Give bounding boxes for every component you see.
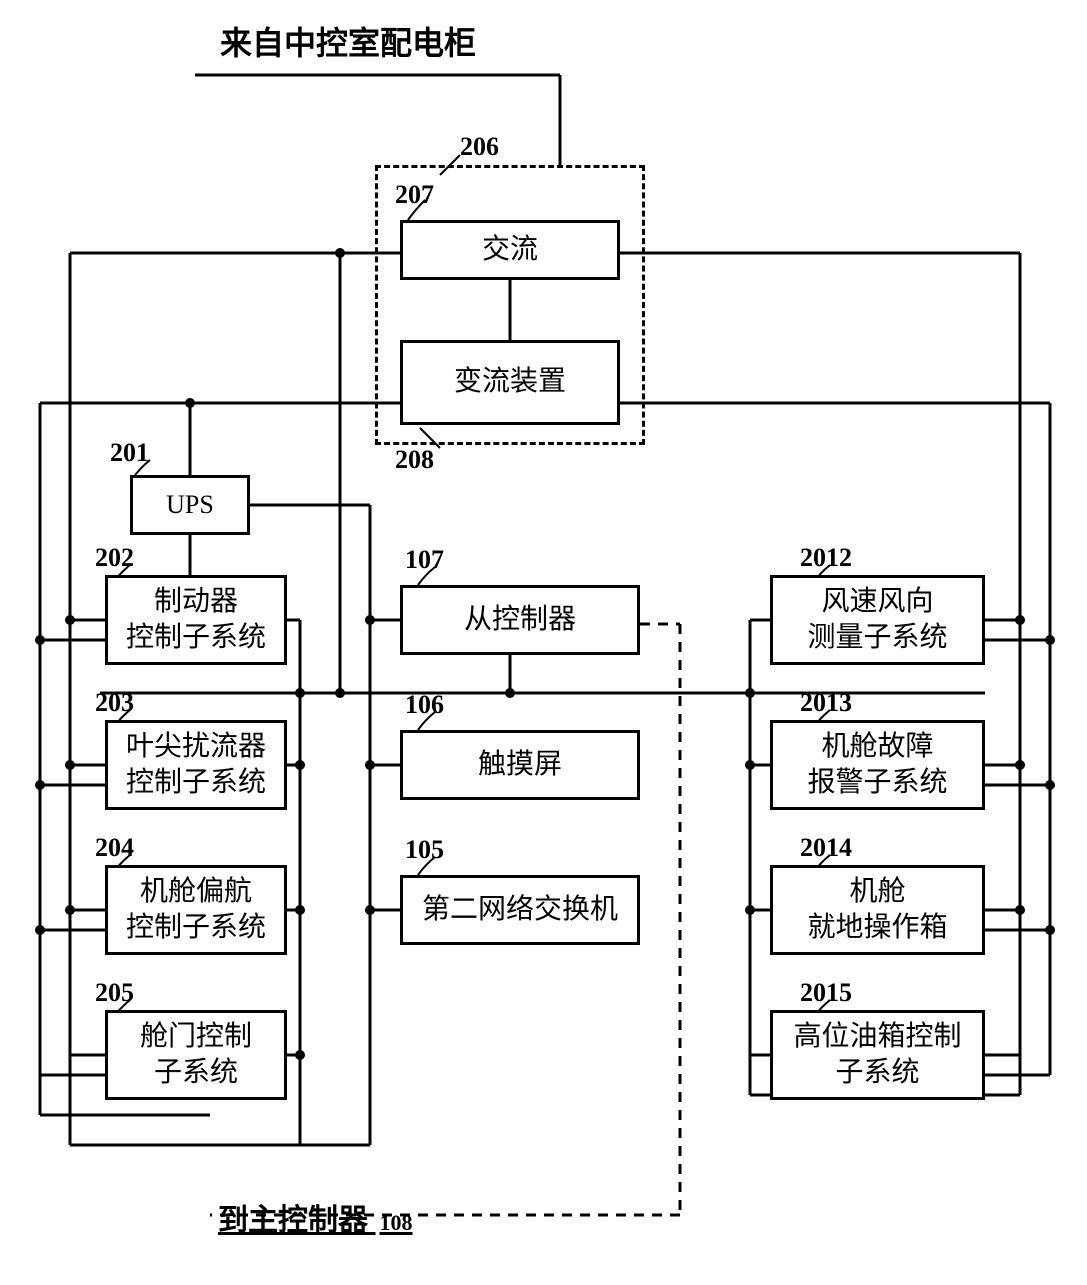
box-201-text: UPS <box>166 488 214 522</box>
ref-208: 208 <box>395 445 434 475</box>
footer-label: 到主控制器 <box>218 1204 368 1237</box>
ref-2015: 2015 <box>800 978 852 1008</box>
box-207-ac: 交流 <box>400 220 620 280</box>
title-text: 来自中控室配电柜 <box>220 18 476 64</box>
box-2015-text: 高位油箱控制 子系统 <box>793 1019 961 1092</box>
ref-2012: 2012 <box>800 543 852 573</box>
box-2013-text: 机舱故障 报警子系统 <box>807 729 947 802</box>
footer-text: 到主控制器 108 <box>218 1195 413 1239</box>
box-203: 叶尖扰流器 控制子系统 <box>105 720 287 810</box>
ref-204: 204 <box>95 833 134 863</box>
ref-2014: 2014 <box>800 833 852 863</box>
ref-105: 105 <box>405 835 444 865</box>
box-2015: 高位油箱控制 子系统 <box>770 1010 985 1100</box>
box-205-text: 舱门控制 子系统 <box>140 1019 252 1092</box>
box-105-text: 第二网络交换机 <box>422 892 618 928</box>
ref-202: 202 <box>95 543 134 573</box>
box-2012-text: 风速风向 测量子系统 <box>807 584 947 657</box>
diagram-canvas: 来自中控室配电柜 <box>0 0 1087 1285</box>
box-204-text: 机舱偏航 控制子系统 <box>126 874 266 947</box>
ref-107: 107 <box>405 545 444 575</box>
box-106-text: 触摸屏 <box>478 747 562 783</box>
box-2012: 风速风向 测量子系统 <box>770 575 985 665</box>
box-2014-text: 机舱 就地操作箱 <box>807 874 947 947</box>
box-208-text: 变流装置 <box>454 364 566 400</box>
box-202-text: 制动器 控制子系统 <box>126 584 266 657</box>
ref-201: 201 <box>110 438 149 468</box>
ref-206: 206 <box>460 132 499 162</box>
footer-ref: 108 <box>380 1210 413 1235</box>
box-208-converter: 变流装置 <box>400 340 620 425</box>
box-204: 机舱偏航 控制子系统 <box>105 865 287 955</box>
box-106: 触摸屏 <box>400 730 640 800</box>
box-107-text: 从控制器 <box>464 602 576 638</box>
ref-205: 205 <box>95 978 134 1008</box>
ref-203: 203 <box>95 688 134 718</box>
box-107: 从控制器 <box>400 585 640 655</box>
box-2014: 机舱 就地操作箱 <box>770 865 985 955</box>
box-105: 第二网络交换机 <box>400 875 640 945</box>
box-202: 制动器 控制子系统 <box>105 575 287 665</box>
box-2013: 机舱故障 报警子系统 <box>770 720 985 810</box>
ref-106: 106 <box>405 690 444 720</box>
ref-207: 207 <box>395 180 434 210</box>
box-205: 舱门控制 子系统 <box>105 1010 287 1100</box>
box-207-text: 交流 <box>482 232 538 268</box>
box-201-ups: UPS <box>130 475 250 535</box>
box-203-text: 叶尖扰流器 控制子系统 <box>126 729 266 802</box>
ref-2013: 2013 <box>800 688 852 718</box>
